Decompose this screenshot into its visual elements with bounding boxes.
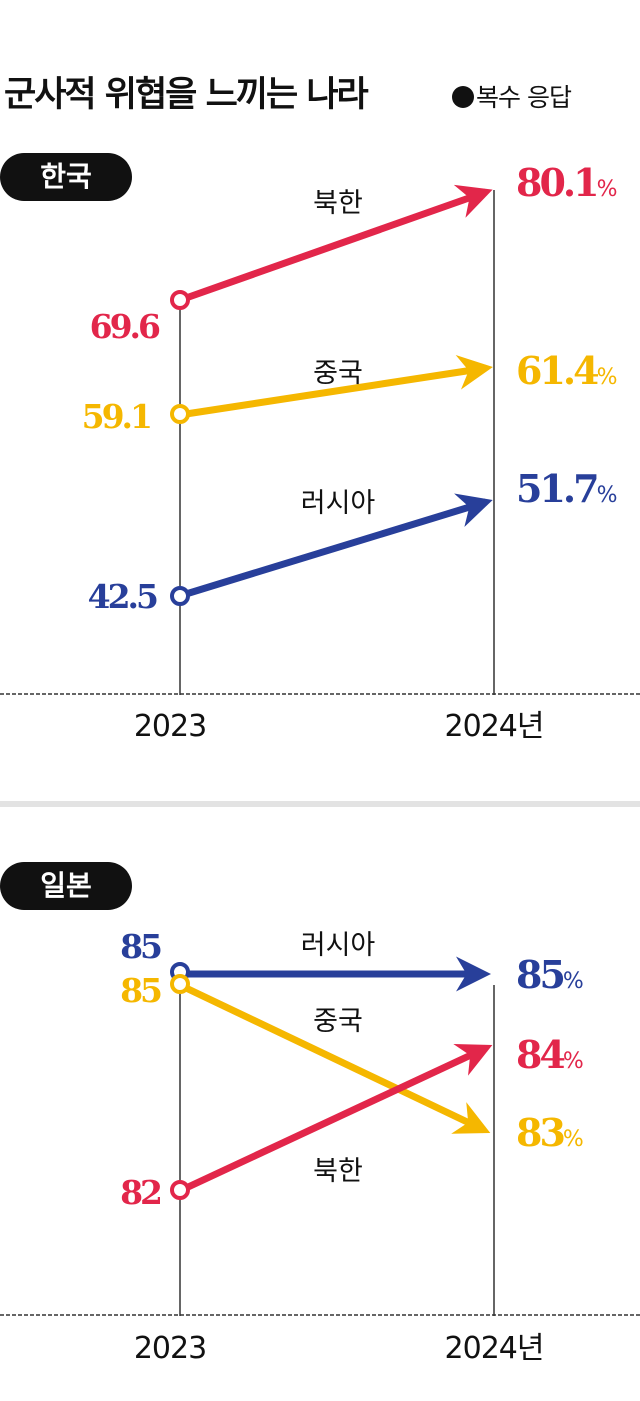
series-label: 북한 [313,1156,363,1187]
series-china-line [184,984,491,1134]
end-value: 61.4% [516,348,617,393]
panel-label-korea: 한국 [0,153,132,201]
series-label: 중국 [313,358,363,389]
japan-chart: 러시아 중국 북한 85 85 82 85% 83% 84% 2023 2024… [0,927,640,1366]
x-label-2023: 2023 [134,1331,206,1366]
end-value: 85% [516,952,584,997]
start-value: 42.5 [88,577,157,616]
series-label: 북한 [313,188,363,219]
start-value: 59.1 [82,397,150,436]
series-china-start-marker [170,404,190,424]
panel-divider [0,801,640,807]
chart-note: 복수 응답 [452,78,572,114]
series-north-korea-start-marker [170,1180,190,1200]
panel-label-japan: 일본 [0,862,132,910]
chart-title: 군사적 위협을 느끼는 나라 [4,75,369,115]
series-label: 러시아 [301,488,376,519]
series-north-korea-line [184,184,493,302]
series-china-start-marker [170,974,190,994]
bullet-icon [452,86,474,108]
note-text: 복수 응답 [476,83,572,112]
start-value: 85 [120,927,161,966]
end-value: 83% [516,1110,584,1155]
start-value: 82 [120,1173,160,1212]
end-value: 80.1% [516,160,617,205]
series-north-korea-start-marker [170,290,190,310]
x-label-2023: 2023 [134,709,206,744]
end-value: 84% [516,1032,584,1077]
series-north-korea-line [184,1043,493,1192]
series-russia-line [184,493,493,598]
series-russia-start-marker [170,586,190,606]
start-value: 69.6 [90,307,160,346]
start-value: 85 [120,971,161,1010]
end-value: 51.7% [516,466,617,511]
series-china-line [185,354,493,418]
series-label: 중국 [313,1006,363,1037]
x-label-2024: 2024년 [445,1331,544,1366]
korea-chart: 북한 중국 러시아 69.6 59.1 42.5 80.1% 61.4% 51.… [0,160,640,744]
x-label-2024: 2024년 [445,709,544,744]
series-label: 러시아 [301,930,376,961]
